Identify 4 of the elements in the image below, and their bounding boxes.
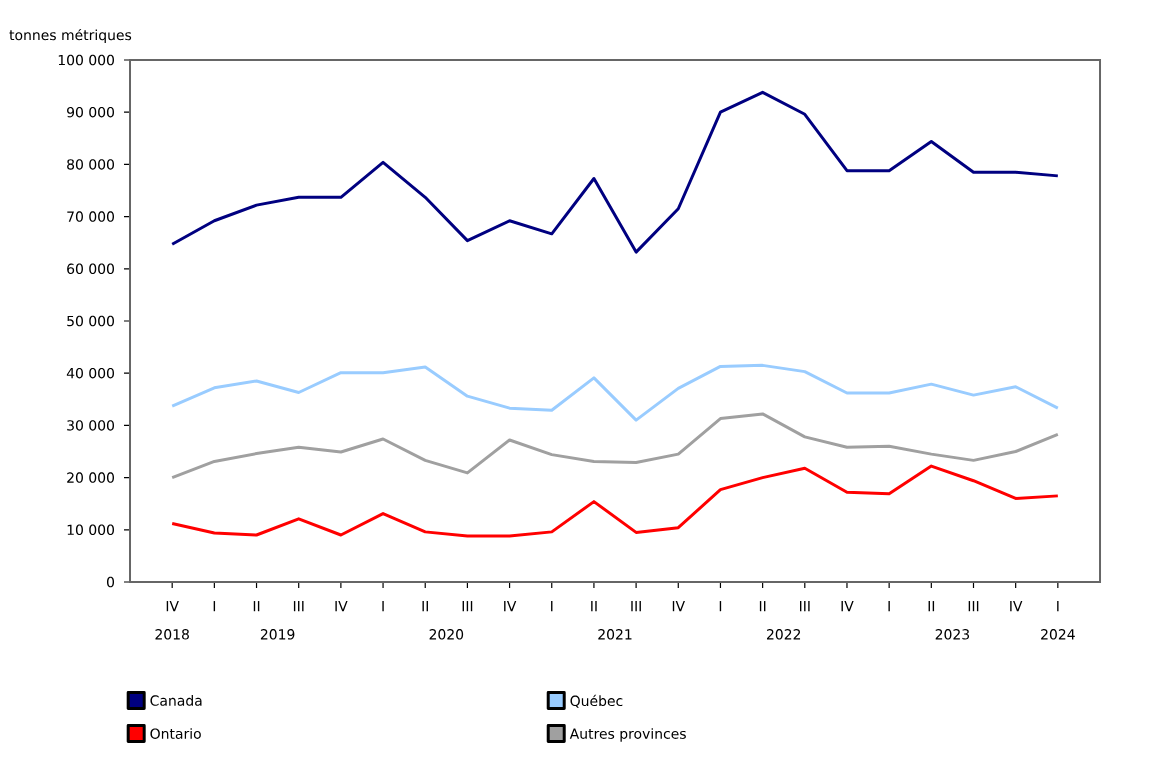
line-series bbox=[170, 363, 1060, 422]
line-series bbox=[170, 90, 1060, 254]
line-series bbox=[170, 464, 1060, 538]
line-series bbox=[170, 412, 1060, 480]
